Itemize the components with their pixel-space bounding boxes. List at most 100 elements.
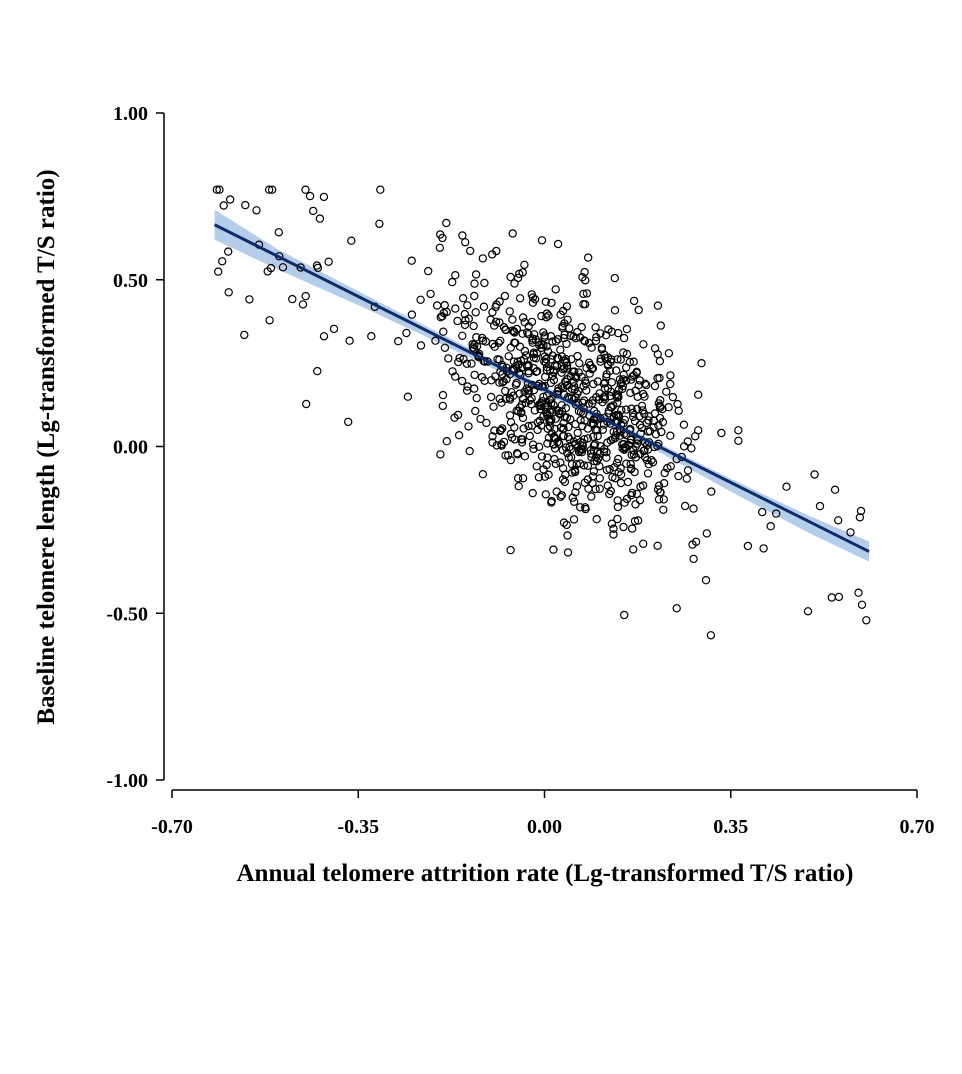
scatter-point [683,437,693,446]
scatter-point [470,384,479,393]
scatter-point [604,406,614,415]
scatter-point [556,492,565,501]
scatter-point [589,379,598,389]
scatter-point [518,413,528,423]
scatter-point [625,357,635,367]
scatter-point [324,257,333,266]
scatter-point [573,435,582,444]
x-tick-label: -0.70 [151,816,193,838]
scatter-point [554,386,563,396]
scatter-point [344,417,353,427]
scatter-point [758,507,767,517]
scatter-point [544,470,553,479]
scatter-point [694,390,703,399]
scatter-point [225,195,235,204]
scatter-point [436,450,445,459]
scatter-point [572,482,582,491]
scatter-point [666,431,675,440]
scatter-point [827,593,837,602]
scatter-point [592,515,601,524]
scatter-point [215,185,224,194]
scatter-point [664,349,674,358]
scatter-point [614,412,624,421]
scatter-point [516,409,526,418]
scatter-point [597,345,607,354]
scatter-point [407,310,417,319]
scatter-point [589,441,599,450]
scatter-point [488,432,497,441]
scatter-point [426,289,435,299]
scatter-point [530,295,540,304]
scatter-point [830,485,840,494]
scatter-point [451,304,460,313]
scatter-point [531,354,541,363]
scatter-point [520,260,529,269]
scatter-point [493,355,502,364]
scatter-point [576,503,585,512]
scatter-point [580,267,589,277]
scatter-point [601,353,610,363]
scatter-point [496,425,506,435]
scatter-point [614,328,623,338]
scatter-point [367,332,376,341]
scatter-point [645,427,655,436]
scatter-point [542,366,552,375]
scatter-point [224,288,233,297]
scatter-point [571,440,580,449]
scatter-point [491,372,500,381]
scatter-point [574,447,584,457]
scatter-point [620,610,629,620]
scatter-point [803,607,813,616]
scatter-point [854,588,863,597]
scatter-point [603,353,613,362]
scatter-point [547,498,556,507]
scatter-point [471,406,480,416]
scatter-point [562,339,571,349]
scatter-point [240,330,249,340]
scatter-point [496,336,505,345]
scatter-point [511,380,521,389]
scatter-point [578,273,587,282]
scatter-point [472,333,481,342]
scatter-point [558,306,568,316]
scatter-point [517,438,527,447]
scatter-point [515,342,525,351]
scatter-point [606,387,616,396]
scatter-point [424,266,433,276]
scatter-point [403,392,413,401]
scatter-point [609,524,618,533]
scatter-point [654,495,664,504]
scatter-point [563,548,573,557]
scatter-point [506,343,515,352]
scatter-point [532,462,541,471]
scatter-point [579,289,588,299]
scatter-point [479,302,489,311]
scatter-point [241,200,250,210]
scatter-point [623,477,633,487]
scatter-point [613,502,623,512]
scatter-point [782,482,791,491]
scatter-point [482,418,491,428]
scatter-point [706,631,716,640]
scatter-point [567,453,576,462]
scatter-point [549,545,558,554]
scatter-point [453,316,462,326]
scatter-point [584,253,593,262]
scatter-point [543,424,553,433]
scatter-point [655,356,665,366]
scatter-point [689,504,698,513]
scatter-point [658,417,668,427]
scatter-point [264,185,274,194]
scatter-point [312,261,322,270]
scatter-point [529,444,538,454]
scatter-point [551,285,560,294]
scatter-point [666,379,675,389]
fit-line-layer [213,223,870,553]
scatter-point [416,295,425,304]
scatter-point [607,519,617,528]
scatter-point [476,414,485,424]
scatter-point [558,475,568,484]
scatter-point [616,470,626,479]
scatter-point [498,424,507,433]
